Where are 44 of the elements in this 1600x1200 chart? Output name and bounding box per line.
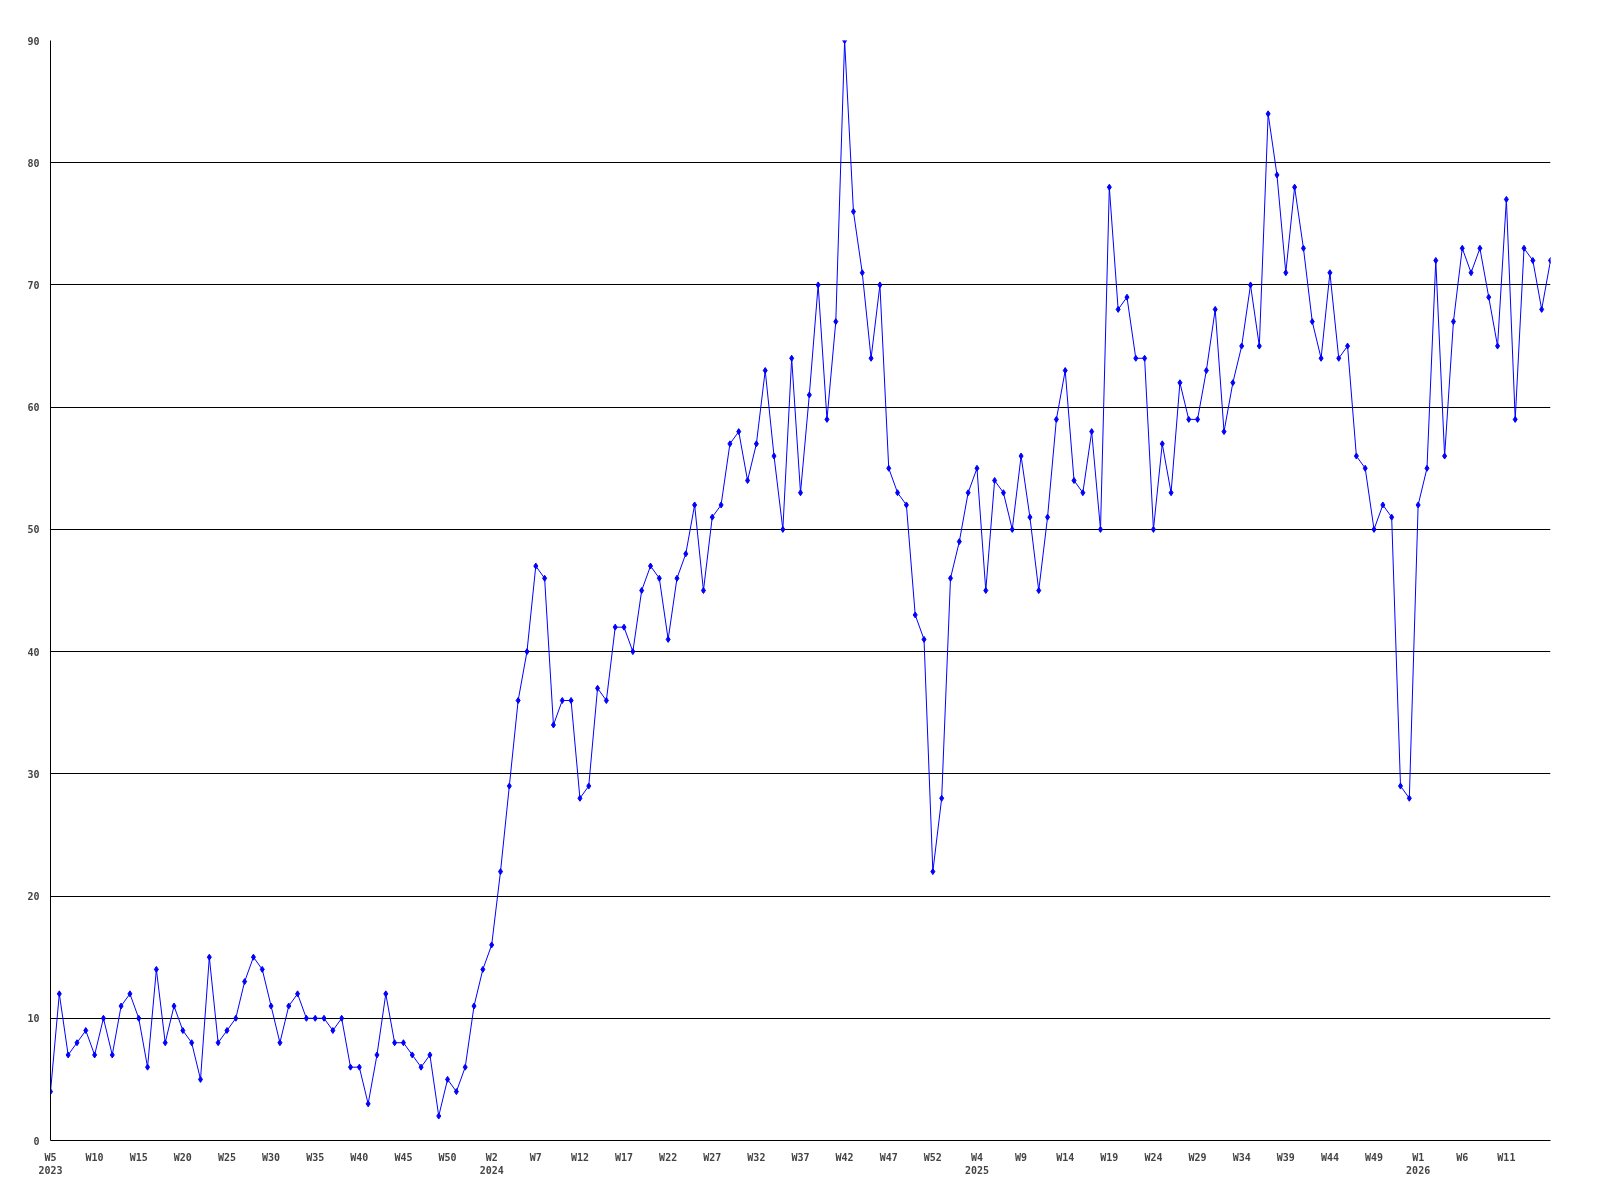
y-tick-label: 70 (27, 279, 40, 291)
x-tick-label: W10 (85, 1151, 104, 1163)
y-tick-label: 0 (33, 1135, 40, 1147)
x-tick-label: W20 (173, 1151, 192, 1163)
x-tick-label: W32 (747, 1151, 766, 1163)
x-tick-label: W50 (438, 1151, 457, 1163)
x-tick-label: W15 (129, 1151, 148, 1163)
x-tick-label: W17 (615, 1151, 634, 1163)
x-tick-label: W34 (1232, 1151, 1251, 1163)
y-tick-label: 60 (27, 402, 40, 414)
y-tick-label: 10 (27, 1013, 40, 1025)
y-tick-label: 30 (27, 768, 40, 780)
x-tick-label: W24 (1144, 1151, 1163, 1163)
x-tick-label: W11 (1497, 1151, 1516, 1163)
x-tick-label: W39 (1276, 1151, 1295, 1163)
y-tick-label: 80 (27, 157, 40, 169)
x-tick-label: W52 (923, 1151, 942, 1163)
x-tick-label: W47 (879, 1151, 898, 1163)
y-tick-label: 20 (27, 891, 40, 903)
x-tick-label: W29 (1188, 1151, 1207, 1163)
y-tick-label: 90 (27, 35, 40, 47)
x-tick-label: W40 (350, 1151, 369, 1163)
x-tick-label: W6 (1456, 1151, 1469, 1163)
x-tick-label: W42 (835, 1151, 854, 1163)
x-tick-label: W14 (1056, 1151, 1075, 1163)
x-tick-label: W12 (570, 1151, 589, 1163)
x-tick-label: W22 (659, 1151, 678, 1163)
x-tick-label: W27 (703, 1151, 722, 1163)
x-tick-label: W4 2025 (964, 1151, 990, 1176)
x-tick-label: W7 (529, 1151, 542, 1163)
x-tick-label: W30 (262, 1151, 281, 1163)
x-tick-label: W49 (1365, 1151, 1384, 1163)
x-tick-label: W1 2026 (1406, 1151, 1431, 1176)
x-tick-label: W9 (1015, 1151, 1028, 1163)
x-tick-label: W25 (217, 1151, 236, 1163)
x-tick-label: W45 (394, 1151, 413, 1163)
x-tick-label: W19 (1100, 1151, 1119, 1163)
x-tick-label: W35 (306, 1151, 325, 1163)
x-tick-label: W2 2024 (479, 1151, 504, 1176)
y-tick-label: 50 (27, 524, 40, 536)
x-tick-label: W37 (791, 1151, 810, 1163)
y-tick-label: 40 (27, 646, 40, 658)
x-tick-label: W5 2023 (38, 1151, 63, 1176)
x-tick-label: W44 (1320, 1151, 1339, 1163)
